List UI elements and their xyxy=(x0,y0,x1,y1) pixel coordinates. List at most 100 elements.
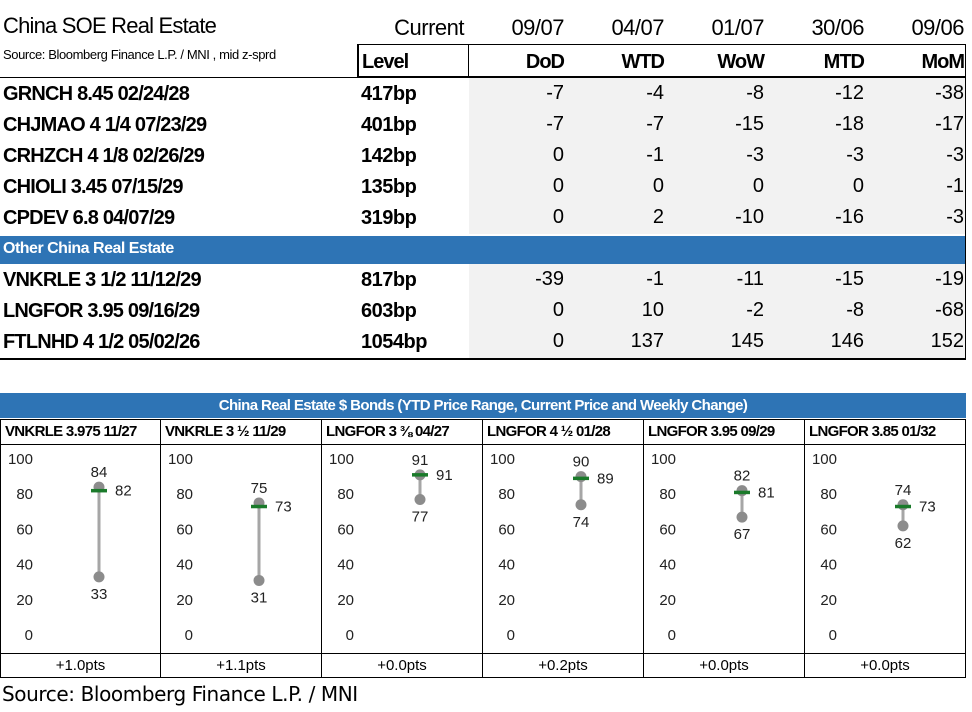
current-price-label: 91 xyxy=(436,467,453,484)
bond-mom: -3 xyxy=(946,206,964,228)
ytd-low-marker xyxy=(897,520,909,532)
panel-weekly-change: +1.1pts xyxy=(216,657,266,674)
ytd-low-label: 62 xyxy=(895,535,912,552)
y-tick-label: 60 xyxy=(659,521,676,538)
y-tick-label: 20 xyxy=(16,592,33,609)
bond-wow: -11 xyxy=(736,268,764,290)
ytd-high-label: 74 xyxy=(895,482,912,499)
y-tick-label: 80 xyxy=(176,486,193,503)
y-tick-label: 40 xyxy=(337,557,354,574)
panel-weekly-change: +0.0pts xyxy=(860,657,910,674)
ytd-low-label: 74 xyxy=(573,514,590,531)
panel-weekly-change: +0.2pts xyxy=(538,657,588,674)
y-tick-label: 80 xyxy=(659,486,676,503)
bond-wtd: -7 xyxy=(646,113,664,135)
panels-title: China Real Estate $ Bonds (YTD Price Ran… xyxy=(218,397,748,414)
bond-mtd: -16 xyxy=(835,206,864,228)
date-header-3: 01/07 xyxy=(711,15,764,40)
ytd-low-label: 33 xyxy=(91,586,108,603)
current-price-label: 81 xyxy=(758,484,775,501)
bond-wow: 0 xyxy=(752,175,764,197)
panel-divider xyxy=(0,419,1,678)
y-tick-label: 80 xyxy=(16,486,33,503)
ytd-high-label: 82 xyxy=(734,468,751,485)
footer-source: Source: Bloomberg Finance L.P. / MNI xyxy=(2,682,358,706)
change-header-mtd: MTD xyxy=(823,51,865,73)
bond-dod: 0 xyxy=(552,144,564,166)
panel-divider xyxy=(482,419,483,678)
bond-name: CHIOLI 3.45 07/15/29 xyxy=(3,176,183,198)
panel-rule-foot xyxy=(0,653,966,654)
bond-name: VNKRLE 3 1/2 11/12/29 xyxy=(3,269,202,291)
ytd-high-marker xyxy=(897,499,909,511)
y-tick-label: 60 xyxy=(16,521,33,538)
y-tick-label: 0 xyxy=(346,627,354,644)
bond-wow: -8 xyxy=(746,82,764,104)
bond-name: GRNCH 8.45 02/24/28 xyxy=(3,83,190,105)
y-tick-label: 20 xyxy=(498,592,515,609)
ytd-high-label: 75 xyxy=(251,480,268,497)
bond-mom: 152 xyxy=(930,330,964,352)
section-title: Other China Real Estate xyxy=(3,240,174,257)
bond-wow: -10 xyxy=(735,206,764,228)
bond-level: 603bp xyxy=(361,300,417,322)
panel-bond-name: LNGFOR 4 ½ 01/28 xyxy=(487,423,611,440)
panel-divider xyxy=(643,419,644,678)
bond-wtd: 10 xyxy=(641,299,664,321)
bond-wow: -15 xyxy=(735,113,764,135)
ytd-low-marker xyxy=(736,511,748,523)
panel-weekly-change: +1.0pts xyxy=(55,657,106,674)
bond-level: 401bp xyxy=(361,114,417,136)
level-header: Level xyxy=(362,51,409,73)
ytd-low-label: 67 xyxy=(734,526,751,543)
table-bottom-rule xyxy=(0,358,966,360)
y-tick-label: 40 xyxy=(176,557,193,574)
bond-wow: -2 xyxy=(746,299,764,321)
y-tick-label: 40 xyxy=(659,557,676,574)
bond-mtd: 146 xyxy=(830,330,864,352)
y-tick-label: 0 xyxy=(668,627,676,644)
bond-mom: -68 xyxy=(935,299,964,321)
bond-dod: -39 xyxy=(535,268,564,290)
table-right-rule xyxy=(965,44,966,360)
change-header-dod: DoD xyxy=(525,51,565,73)
range-charts: 0 20 40 60 80 100 84 33 82 0 20 40 60 80 100 75 31 73 0 20 4… xyxy=(8,451,936,644)
bond-level: 817bp xyxy=(361,269,417,291)
table-rule xyxy=(0,77,966,78)
current-price-label: 73 xyxy=(919,499,936,516)
bond-dod: -7 xyxy=(546,82,564,104)
bond-dod: -7 xyxy=(546,113,564,135)
panel-divider xyxy=(160,419,161,678)
panel-rule-head xyxy=(0,444,966,445)
y-tick-label: 60 xyxy=(337,521,354,538)
y-tick-label: 60 xyxy=(498,521,515,538)
bond-dod: 0 xyxy=(552,175,564,197)
bond-name: CRHZCH 4 1/8 02/26/29 xyxy=(3,145,205,167)
bond-wow: 145 xyxy=(730,330,764,352)
current-header: Current xyxy=(394,15,464,40)
y-tick-label: 0 xyxy=(507,627,515,644)
bond-wow: -3 xyxy=(746,144,764,166)
change-header-wow: WoW xyxy=(717,51,765,73)
bond-level: 135bp xyxy=(361,176,417,198)
bond-mtd: -18 xyxy=(835,113,864,135)
y-tick-label: 60 xyxy=(176,521,193,538)
bond-dod: 0 xyxy=(552,330,564,352)
table-title: China SOE Real Estate xyxy=(3,13,217,38)
bond-wtd: 137 xyxy=(630,330,664,352)
y-tick-label: 0 xyxy=(25,627,33,644)
date-header-1: 09/07 xyxy=(511,15,564,40)
ytd-low-marker xyxy=(575,499,587,511)
panel-divider xyxy=(321,419,322,678)
change-header-wtd: WTD xyxy=(621,51,665,73)
current-price-label: 82 xyxy=(115,483,132,500)
date-header-5: 09/06 xyxy=(911,15,964,40)
spread-table: China SOE Real Estate Source: Bloomberg … xyxy=(0,13,966,360)
panel-bond-name: LNGFOR 3.85 01/32 xyxy=(809,423,936,440)
header-divider xyxy=(468,44,469,77)
panel-weekly-change: +0.0pts xyxy=(699,657,749,674)
panel-rule-top xyxy=(0,419,966,420)
y-tick-label: 20 xyxy=(176,592,193,609)
y-tick-label: 20 xyxy=(659,592,676,609)
ytd-low-marker xyxy=(93,571,105,583)
